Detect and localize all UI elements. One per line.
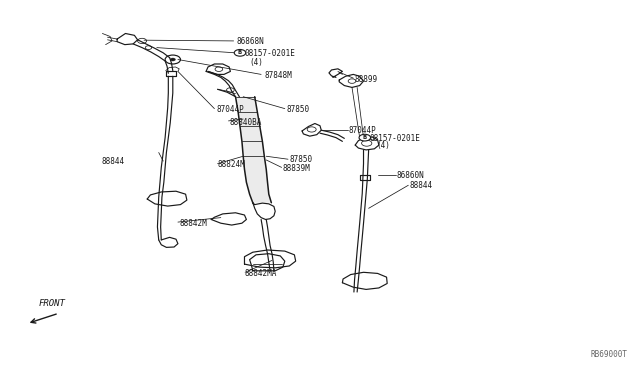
- Text: B: B: [363, 135, 367, 140]
- Text: 88844: 88844: [410, 182, 433, 190]
- Text: 88842M: 88842M: [179, 219, 207, 228]
- Text: 88899: 88899: [355, 75, 378, 84]
- Text: 87848M: 87848M: [264, 71, 292, 80]
- Circle shape: [359, 134, 371, 141]
- Text: B: B: [238, 50, 242, 55]
- Text: 88824M: 88824M: [218, 160, 245, 169]
- Text: (4): (4): [250, 58, 264, 67]
- Text: 87044P: 87044P: [349, 126, 376, 135]
- Text: 08157-0201E: 08157-0201E: [370, 134, 420, 143]
- Text: 88839M: 88839M: [283, 164, 310, 173]
- Text: 86868N: 86868N: [237, 37, 264, 46]
- Text: (4): (4): [376, 141, 390, 150]
- Text: 88840BA: 88840BA: [229, 118, 262, 126]
- Text: 88844: 88844: [101, 157, 124, 166]
- Text: 87850: 87850: [287, 105, 310, 114]
- Text: 87044P: 87044P: [216, 105, 244, 114]
- Text: 08157-0201E: 08157-0201E: [244, 49, 295, 58]
- Text: RB69000T: RB69000T: [590, 350, 627, 359]
- Text: 87850: 87850: [289, 155, 312, 164]
- Text: 86860N: 86860N: [397, 171, 424, 180]
- Circle shape: [234, 49, 246, 56]
- Text: 88842MA: 88842MA: [244, 269, 277, 278]
- Text: FRONT: FRONT: [39, 299, 66, 308]
- Circle shape: [170, 58, 175, 61]
- Polygon shape: [236, 97, 271, 203]
